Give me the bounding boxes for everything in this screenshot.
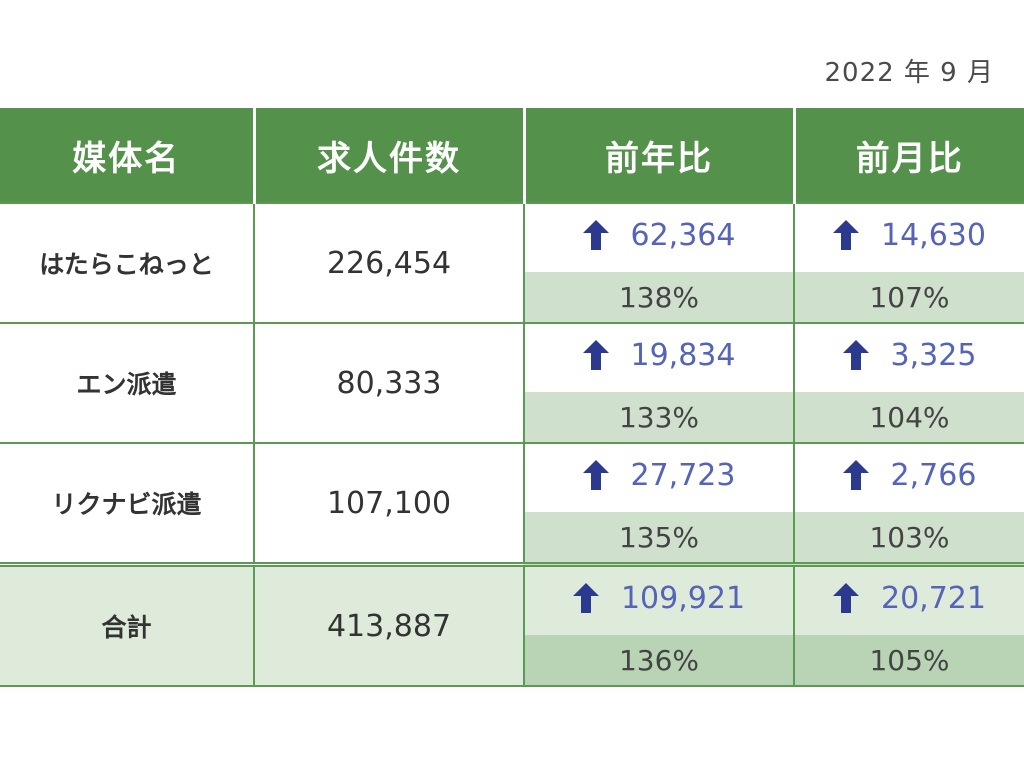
total-mom-diff-cell: 20,721 xyxy=(793,562,1024,635)
total-row-pct: 136% 105% xyxy=(0,635,1024,687)
table-row-pct: 135% 103% xyxy=(0,512,1024,566)
mom-diff-cell: 2,766 xyxy=(793,442,1024,512)
media-name: エン派遣 xyxy=(0,322,255,444)
yoy-pct: 133% xyxy=(524,392,795,444)
yoy-diff-cell: 62,364 xyxy=(523,202,795,272)
total-yoy-pct: 136% xyxy=(524,635,795,687)
header-mom: 前月比 xyxy=(792,108,1024,203)
yoy-pct: 135% xyxy=(524,512,795,566)
total-count: 413,887 xyxy=(253,562,525,687)
table-row: エン派遣 80,333 19,834 3,325 xyxy=(0,322,1024,444)
mom-diff: 3,325 xyxy=(890,337,977,373)
total-yoy-diff: 109,921 xyxy=(620,580,746,616)
header-media: 媒体名 xyxy=(0,108,254,203)
arrow-up-icon xyxy=(842,340,869,371)
yoy-diff: 62,364 xyxy=(630,217,736,253)
mom-pct: 104% xyxy=(793,392,1024,444)
media-name: リクナビ派遣 xyxy=(0,442,255,566)
total-mom-diff: 20,721 xyxy=(881,580,986,616)
total-mom-pct: 105% xyxy=(793,635,1024,687)
total-yoy-diff-cell: 109,921 xyxy=(523,562,795,635)
mom-pct: 107% xyxy=(793,272,1024,324)
yoy-diff: 19,834 xyxy=(630,337,736,373)
table-row: リクナビ派遣 107,100 27,723 2,766 xyxy=(0,442,1024,566)
arrow-up-icon xyxy=(833,583,859,614)
job-listing-table: 媒体名 求人件数 前年比 前月比 はたらこねっと 226,454 62,364 … xyxy=(0,108,1024,687)
mom-diff: 2,766 xyxy=(890,457,977,493)
table-row-pct: 133% 104% xyxy=(0,392,1024,444)
yoy-diff-cell: 19,834 xyxy=(523,322,795,392)
mom-diff-cell: 14,630 xyxy=(793,202,1024,272)
arrow-up-icon xyxy=(833,220,859,251)
yoy-pct: 138% xyxy=(524,272,795,324)
arrow-up-icon xyxy=(572,583,599,614)
header-count: 求人件数 xyxy=(252,108,524,203)
header-yoy: 前年比 xyxy=(522,108,794,203)
total-label: 合計 xyxy=(0,562,255,687)
table-row-pct: 138% 107% xyxy=(0,272,1024,324)
arrow-up-icon xyxy=(842,460,869,491)
arrow-up-icon xyxy=(582,220,609,251)
listing-count: 107,100 xyxy=(253,442,525,566)
yoy-diff-cell: 27,723 xyxy=(523,442,795,512)
yoy-diff: 27,723 xyxy=(630,457,736,493)
header-row: 媒体名 求人件数 前年比 前月比 xyxy=(0,108,1024,203)
mom-diff-cell: 3,325 xyxy=(793,322,1024,392)
listing-count: 226,454 xyxy=(253,202,525,324)
mom-pct: 103% xyxy=(793,512,1024,566)
table-row: はたらこねっと 226,454 62,364 14,630 xyxy=(0,202,1024,324)
report-date: 2022 年 9 月 xyxy=(824,58,994,88)
media-name: はたらこねっと xyxy=(0,202,255,324)
total-row: 合計 413,887 109,921 20,721 xyxy=(0,562,1024,687)
arrow-up-icon xyxy=(582,460,609,491)
mom-diff: 14,630 xyxy=(881,217,986,253)
listing-count: 80,333 xyxy=(253,322,525,444)
arrow-up-icon xyxy=(582,340,609,371)
